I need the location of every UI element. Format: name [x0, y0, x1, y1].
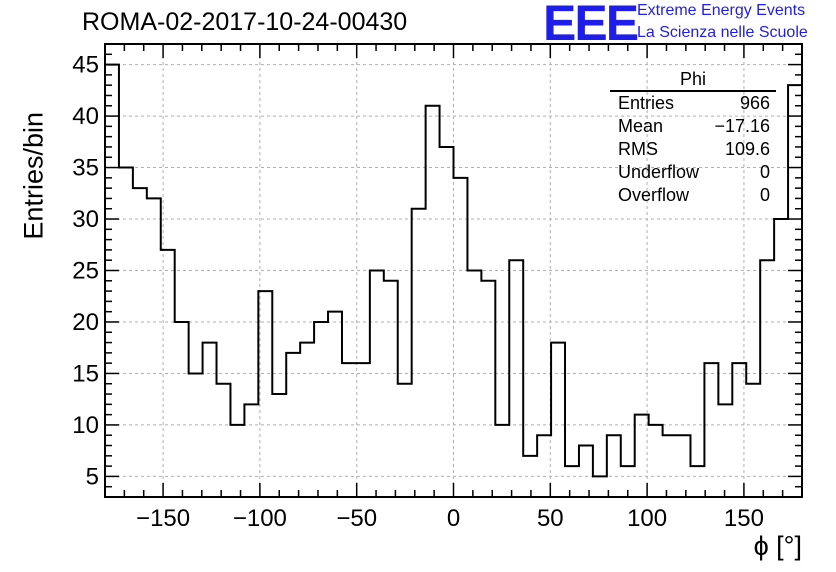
stats-value: −17.16 — [714, 116, 770, 136]
stats-row-rms: RMS 109.6 — [610, 138, 776, 161]
chart-title: ROMA-02-2017-10-24-00430 — [82, 8, 408, 36]
stats-row-underflow: Underflow 0 — [610, 161, 776, 184]
stats-row-mean: Mean −17.16 — [610, 115, 776, 138]
y-tick-label: 40 — [72, 103, 99, 130]
histogram-line — [105, 63, 802, 478]
tick-labels: −150 −100 −50 0 50 100 150 5 10 15 20 25 30 35 40 45 — [72, 52, 764, 532]
x-tick-label: 0 — [447, 505, 460, 532]
stats-value: 109.6 — [724, 139, 770, 159]
eee-logo: EEE — [543, 0, 639, 51]
stats-label: Overflow — [618, 185, 690, 205]
axis-ticks — [105, 44, 802, 497]
y-tick-label: 35 — [72, 155, 99, 182]
stats-label: Entries — [618, 93, 675, 113]
stats-title: Phi — [610, 66, 776, 92]
y-axis-label: Entries/bin — [18, 112, 49, 240]
plot-frame — [104, 43, 803, 498]
x-axis-label: ϕ [°] — [753, 531, 802, 561]
stats-row-entries: Entries 966 — [610, 92, 776, 115]
y-tick-label: 15 — [72, 360, 99, 387]
y-tick-label: 25 — [72, 258, 99, 285]
logo-line-2: La Scienza nelle Scuole — [637, 24, 808, 41]
logo-line-1: Extreme Energy Events — [637, 2, 806, 19]
x-tick-label: 50 — [537, 505, 564, 532]
y-tick-label: 20 — [72, 309, 99, 336]
stats-label: RMS — [618, 139, 658, 159]
y-tick-label: 45 — [72, 52, 99, 79]
y-tick-label: 30 — [72, 206, 99, 233]
stats-value: 0 — [759, 185, 770, 205]
y-tick-label: 5 — [86, 463, 99, 490]
stats-label: Mean — [618, 116, 664, 136]
y-tick-label: 10 — [72, 412, 99, 439]
stats-value: 966 — [739, 93, 770, 113]
x-tick-label: −150 — [136, 505, 190, 532]
stats-row-overflow: Overflow 0 — [610, 184, 776, 207]
x-tick-label: 100 — [627, 505, 667, 532]
stats-value: 0 — [759, 162, 770, 182]
x-tick-label: 150 — [724, 505, 764, 532]
x-tick-label: −100 — [233, 505, 287, 532]
x-tick-label: −50 — [336, 505, 377, 532]
stats-box: Phi Entries 966 Mean −17.16 RMS 109.6 Un… — [610, 66, 776, 207]
stats-label: Underflow — [618, 162, 700, 182]
